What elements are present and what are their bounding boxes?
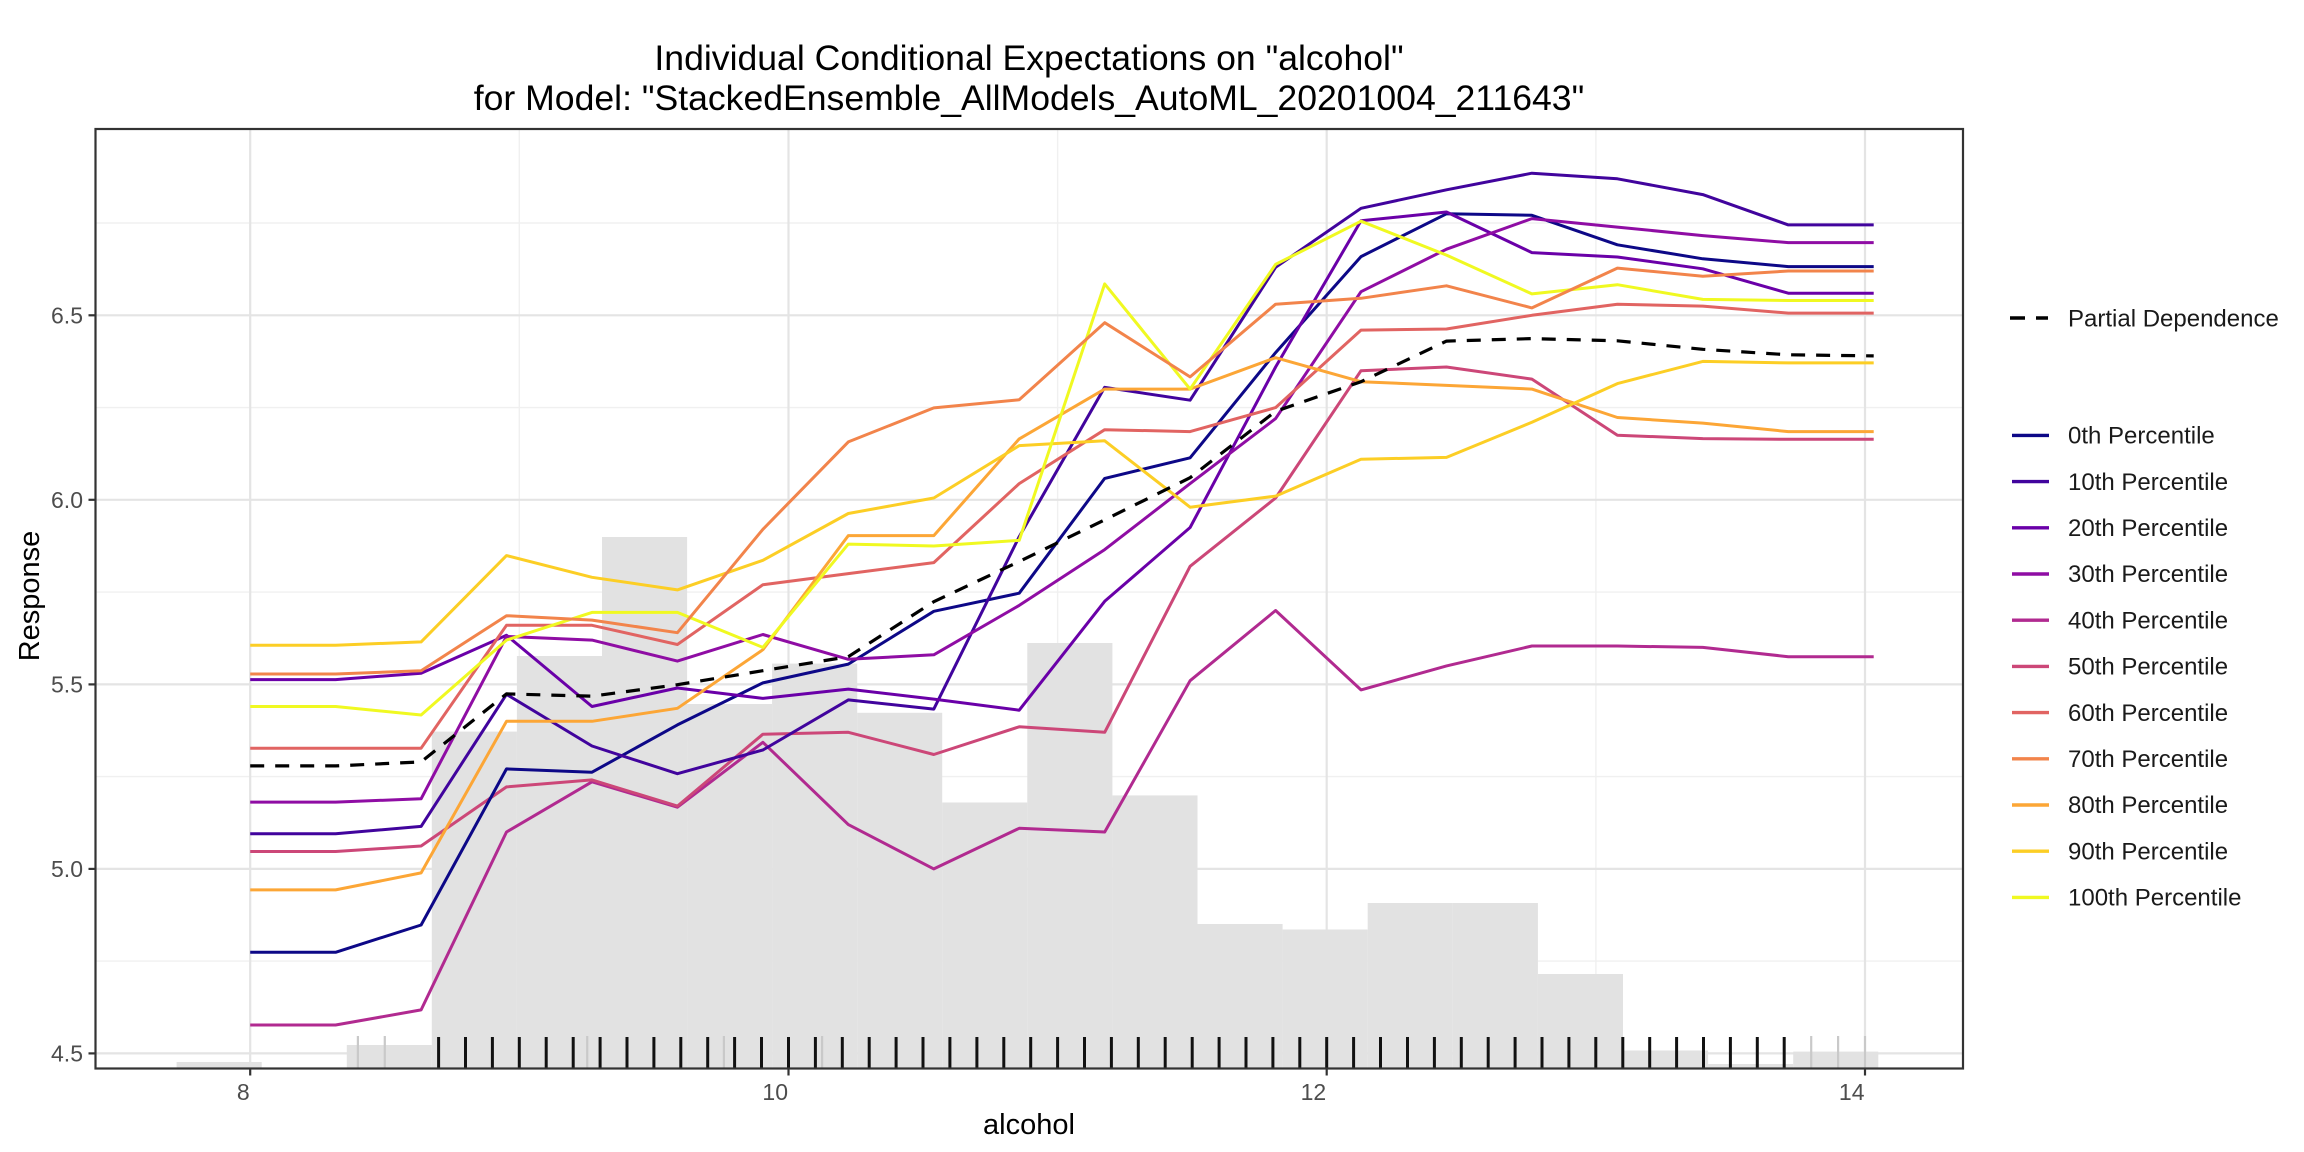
- svg-text:70th Percentile: 70th Percentile: [2068, 746, 2228, 773]
- svg-text:0th Percentile: 0th Percentile: [2068, 423, 2215, 450]
- svg-text:4.5: 4.5: [51, 1041, 83, 1067]
- svg-text:50th Percentile: 50th Percentile: [2068, 654, 2228, 681]
- svg-text:5.0: 5.0: [51, 856, 83, 882]
- svg-text:10th Percentile: 10th Percentile: [2068, 469, 2228, 496]
- svg-text:12: 12: [1301, 1079, 1327, 1105]
- svg-text:100th Percentile: 100th Percentile: [2068, 885, 2241, 912]
- svg-text:Response: Response: [14, 531, 46, 662]
- svg-text:5.5: 5.5: [51, 672, 83, 698]
- svg-text:20th Percentile: 20th Percentile: [2068, 515, 2228, 542]
- svg-text:30th Percentile: 30th Percentile: [2068, 561, 2228, 588]
- svg-text:alcohol: alcohol: [983, 1109, 1075, 1141]
- svg-text:for Model: "StackedEnsemble_Al: for Model: "StackedEnsemble_AllModels_Au…: [474, 78, 1584, 118]
- svg-text:6.5: 6.5: [51, 303, 83, 329]
- svg-text:40th Percentile: 40th Percentile: [2068, 607, 2228, 634]
- svg-text:14: 14: [1839, 1079, 1865, 1105]
- svg-text:80th Percentile: 80th Percentile: [2068, 792, 2228, 819]
- svg-text:60th Percentile: 60th Percentile: [2068, 700, 2228, 727]
- svg-text:90th Percentile: 90th Percentile: [2068, 838, 2228, 865]
- svg-text:10: 10: [762, 1079, 788, 1105]
- svg-text:6.0: 6.0: [51, 487, 83, 513]
- svg-text:8: 8: [237, 1079, 250, 1105]
- svg-text:Partial Dependence: Partial Dependence: [2068, 306, 2279, 333]
- svg-text:Individual Conditional Expecta: Individual Conditional Expectations on "…: [654, 38, 1403, 78]
